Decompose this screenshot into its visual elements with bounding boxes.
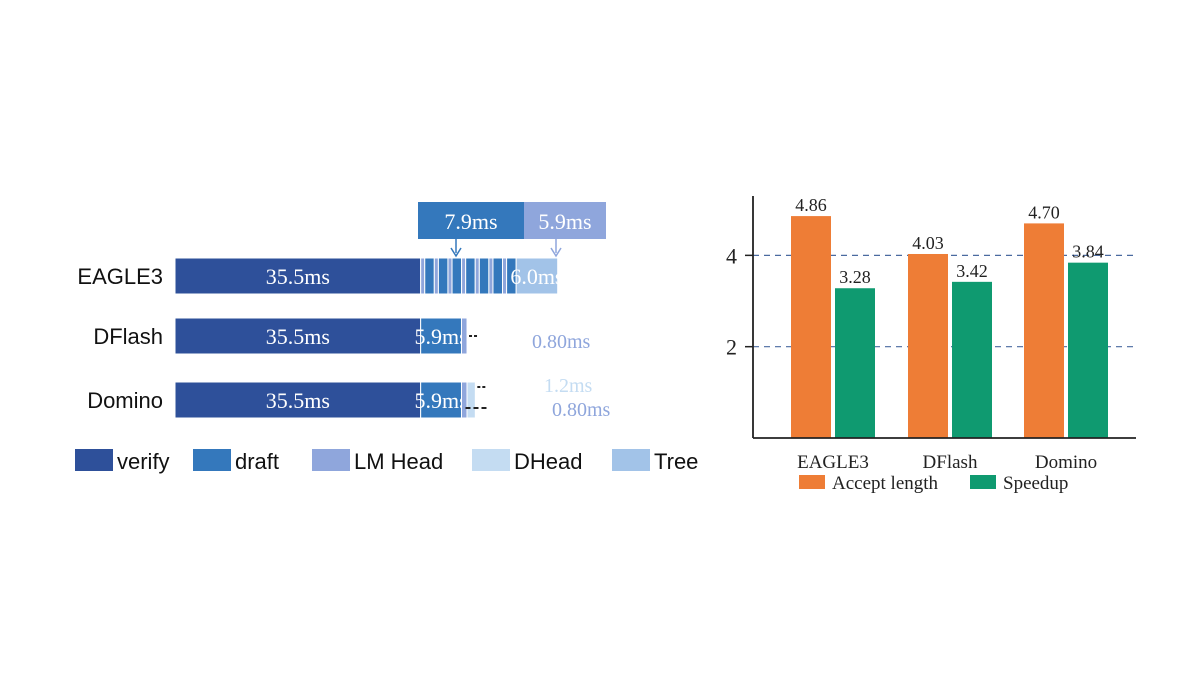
row-label-eagle3: EAGLE3 bbox=[77, 264, 163, 289]
legend-label-accept: Accept length bbox=[832, 473, 939, 494]
legend-swatch-draft bbox=[193, 449, 231, 471]
bar-value-label: 4.70 bbox=[1028, 202, 1060, 222]
bar-value-label: 3.42 bbox=[956, 261, 988, 281]
legend-label-draft: draft bbox=[235, 449, 279, 474]
legend-label-tree: Tree bbox=[654, 449, 698, 474]
draft-callout-box bbox=[418, 202, 524, 239]
segment-draft bbox=[420, 381, 462, 419]
draft-lmhead-steps bbox=[420, 257, 517, 295]
segment-label: 35.5ms bbox=[266, 324, 330, 349]
segment-label: 35.5ms bbox=[266, 264, 330, 289]
segment-label: 35.5ms bbox=[266, 388, 330, 413]
lm-head-callout-label: 5.9ms bbox=[538, 209, 591, 234]
bar-speedup-eagle3 bbox=[835, 288, 875, 438]
segment-label: 5.9ms bbox=[414, 388, 467, 413]
bar-accept-eagle3 bbox=[791, 216, 831, 438]
callout-arrowhead bbox=[450, 247, 462, 258]
bar-value-label: 3.28 bbox=[839, 267, 871, 287]
segment-label: 6.0ms bbox=[510, 264, 563, 289]
callout-arrowhead bbox=[550, 247, 562, 258]
segment-draft bbox=[420, 317, 462, 355]
lm-head-value-label: 0.80ms bbox=[552, 399, 611, 421]
dhead-value-label: 1.2ms bbox=[544, 375, 593, 397]
legend-swatch-speedup bbox=[970, 475, 996, 489]
y-tick-label: 2 bbox=[726, 335, 737, 360]
legend-swatch-accept bbox=[799, 475, 825, 489]
legend-label-speedup: Speedup bbox=[1003, 473, 1068, 494]
segment-verify bbox=[174, 257, 422, 295]
x-tick-label: DFlash bbox=[923, 452, 978, 473]
bar-speedup-domino bbox=[1068, 262, 1108, 438]
bar-value-label: 3.84 bbox=[1072, 242, 1104, 262]
segment-verify bbox=[174, 381, 422, 419]
bar-speedup-dflash bbox=[952, 281, 992, 438]
left-legend: verify draft LM Head DHead Tree bbox=[75, 449, 698, 474]
row-label-domino: Domino bbox=[87, 388, 163, 413]
legend-label-verify: verify bbox=[117, 449, 170, 474]
lm-head-value-label: 0.80ms bbox=[532, 331, 591, 353]
legend-swatch-lm_head bbox=[312, 449, 350, 471]
x-tick-label: EAGLE3 bbox=[797, 452, 869, 473]
segment-label: 5.9ms bbox=[414, 324, 467, 349]
legend-swatch-verify bbox=[75, 449, 113, 471]
legend-swatch-dhead bbox=[472, 449, 510, 471]
right-legend: Accept length Speedup bbox=[799, 473, 1068, 494]
y-tick-label: 4 bbox=[726, 243, 737, 268]
segment-lm_head bbox=[460, 317, 468, 355]
segment-dhead bbox=[466, 381, 476, 419]
row-label-dflash: DFlash bbox=[93, 324, 163, 349]
lm-head-callout-box bbox=[524, 202, 606, 239]
legend-label-dhead: DHead bbox=[514, 449, 582, 474]
draft-callout-label: 7.9ms bbox=[444, 209, 497, 234]
latency-breakdown-chart: EAGLE3 35.5ms 6.0ms DFlash 35.5ms 5.9ms Domino… bbox=[75, 202, 698, 474]
bar-accept-domino bbox=[1024, 223, 1064, 438]
legend-label-lm_head: LM Head bbox=[354, 449, 443, 474]
x-tick-label: Domino bbox=[1035, 452, 1097, 473]
segment-tree bbox=[515, 257, 559, 295]
legend-swatch-tree bbox=[612, 449, 650, 471]
bar-value-label: 4.03 bbox=[912, 233, 944, 253]
bar-accept-dflash bbox=[908, 253, 948, 438]
bar-value-label: 4.86 bbox=[795, 195, 827, 215]
